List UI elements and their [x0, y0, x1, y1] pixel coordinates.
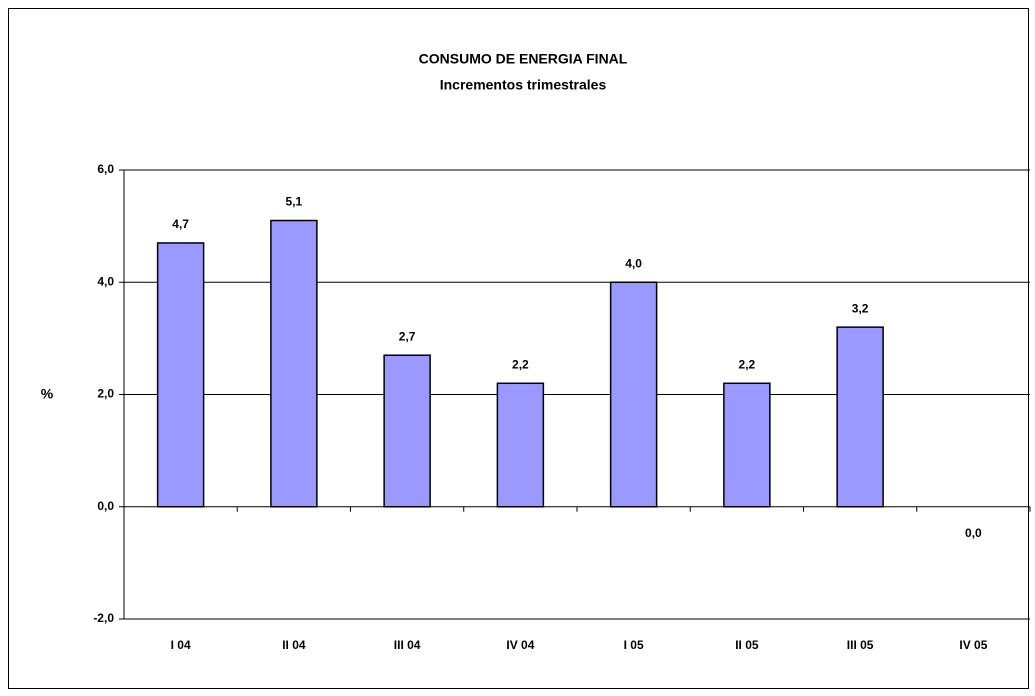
y-tick-label: 2,0 — [97, 387, 114, 401]
chart-title: CONSUMO DE ENERGIA FINAL — [419, 51, 628, 67]
value-label: 3,2 — [852, 301, 869, 315]
y-tick-label: 0,0 — [97, 499, 114, 513]
x-tick-label: III 05 — [847, 638, 874, 652]
x-tick-label: I 04 — [171, 638, 191, 652]
x-tick-label: II 04 — [282, 638, 306, 652]
bar — [496, 382, 545, 508]
value-label: 4,0 — [625, 256, 642, 270]
x-tick-label: II 05 — [735, 638, 759, 652]
bar — [609, 281, 658, 508]
y-axis-label: % — [41, 386, 54, 402]
x-tick-label: I 05 — [624, 638, 644, 652]
x-tick-label: III 04 — [394, 638, 421, 652]
bar — [383, 354, 431, 508]
chart-subtitle: Incrementos trimestrales — [440, 77, 607, 93]
bar — [270, 219, 318, 508]
value-label: 0,0 — [965, 526, 982, 540]
x-tick-label: IV 04 — [506, 638, 534, 652]
bar — [723, 382, 771, 508]
bar — [836, 326, 884, 508]
value-label: 2,2 — [739, 357, 756, 371]
bar — [156, 242, 205, 508]
y-tick-label: 6,0 — [97, 162, 114, 176]
value-label: 4,7 — [172, 217, 189, 231]
y-tick-label: -2,0 — [93, 611, 114, 625]
y-tick-label: 4,0 — [97, 274, 114, 288]
x-tick-label: IV 05 — [959, 638, 987, 652]
value-label: 2,7 — [399, 329, 416, 343]
value-label: 5,1 — [286, 195, 303, 209]
value-label: 2,2 — [512, 357, 529, 371]
